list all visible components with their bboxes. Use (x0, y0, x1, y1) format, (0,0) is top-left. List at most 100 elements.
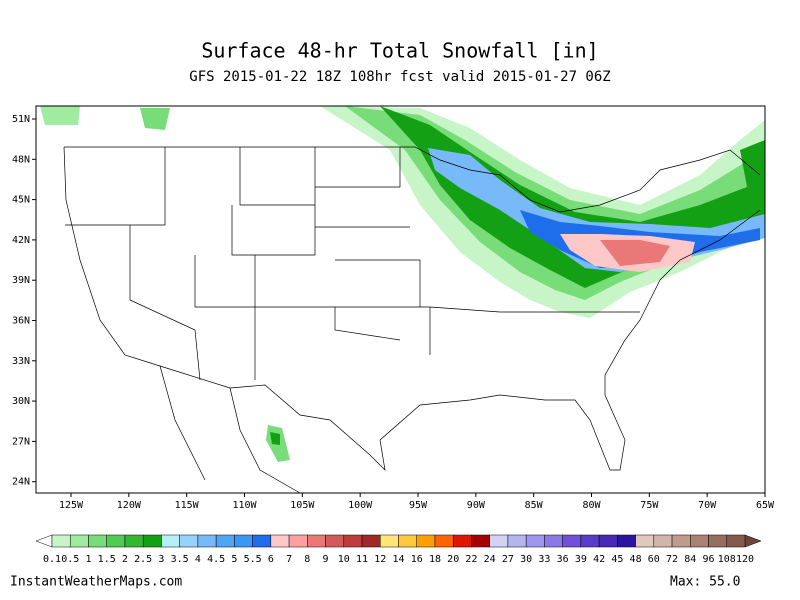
lat-label: 30N (12, 396, 30, 407)
colorbar-label: 20 (447, 554, 459, 565)
colorbar-box (507, 534, 527, 548)
colorbar-label: 9 (323, 554, 329, 565)
colorbar-label: 6 (268, 554, 274, 565)
colorbar-box (434, 534, 454, 548)
colorbar-label: 108 (718, 554, 736, 565)
colorbar-label: 4 (195, 554, 201, 565)
colorbar-label: 7 (286, 554, 292, 565)
colorbar-label: 30 (520, 554, 532, 565)
colorbar-box (416, 534, 436, 548)
colorbar-label: 1 (85, 554, 91, 565)
colorbar-box (161, 534, 180, 548)
colorbar-label: 24 (484, 554, 496, 565)
colorbar-box (51, 534, 71, 548)
colorbar-box (452, 534, 472, 548)
colorbar-box (215, 534, 235, 548)
map-frame (35, 105, 766, 494)
lon-label: 65W (756, 500, 775, 511)
colorbar-label: 2 (122, 554, 128, 565)
map-frame-bg (36, 106, 765, 493)
lon-label: 80W (582, 500, 601, 511)
colorbar-box (562, 534, 582, 548)
colorbar-label: 96 (703, 554, 715, 565)
colorbar-box (690, 534, 709, 548)
colorbar-box (726, 534, 746, 548)
colorbar-label: 45 (611, 554, 623, 565)
colorbar-box (398, 534, 417, 548)
colorbar-label: 0.1 (43, 554, 61, 565)
lat-label: 51N (12, 114, 30, 125)
subtitle: GFS 2015-01-22 18Z 108hr fcst valid 2015… (189, 69, 610, 85)
colorbar-label: 42 (593, 554, 605, 565)
colorbar-box (671, 534, 691, 548)
colorbar-box (179, 534, 199, 548)
borders (63, 146, 761, 494)
colorbar-box (252, 534, 272, 548)
snowfall-shading (40, 106, 765, 462)
lon-label: 125W (59, 500, 84, 511)
colorbar-box (288, 534, 308, 548)
colorbar-box (598, 534, 618, 548)
lon-label: 120W (117, 500, 142, 511)
colorbar-label: 4.5 (207, 554, 225, 565)
colorbar-label: 33 (538, 554, 550, 565)
lat-label: 36N (12, 316, 30, 327)
colorbar-box (124, 534, 144, 548)
colorbar-box (471, 534, 490, 548)
lon-label: 110W (232, 500, 257, 511)
colorbar-box (580, 534, 600, 548)
colorbar-label: 10 (338, 554, 350, 565)
colorbar-label: 18 (429, 554, 441, 565)
colorbar-label: 3.5 (171, 554, 189, 565)
colorbar-box (234, 534, 253, 548)
colorbar-box (708, 534, 728, 548)
colorbar-box (361, 534, 381, 548)
colorbar-over (744, 534, 762, 548)
colorbar: 0.1 0.5 1 1.5 2 2.5 3 3.5 4 4.5 5 5.5 6 7 8 9 10 11 12 14 16… (35, 534, 762, 565)
latitude-axis: 51N 48N 45N 42N 39N 36N 33N 30N 27N 24N (12, 114, 36, 488)
colorbar-box (544, 534, 563, 548)
colorbar-label: 12 (374, 554, 386, 565)
colorbar-box (270, 534, 290, 548)
colorbar-box (653, 534, 673, 548)
lon-label: 90W (467, 500, 486, 511)
colorbar-label: 120 (736, 554, 754, 565)
colorbar-label: 48 (630, 554, 642, 565)
colorbar-label: 0.5 (61, 554, 79, 565)
colorbar-box (617, 534, 636, 548)
colorbar-box (69, 534, 89, 548)
colorbar-label: 1.5 (98, 554, 116, 565)
colorbar-label: 5 (231, 554, 237, 565)
colorbar-label: 84 (684, 554, 696, 565)
lat-label: 27N (12, 436, 30, 447)
colorbar-under (35, 534, 53, 548)
lat-label: 42N (12, 235, 30, 246)
colorbar-label: 3 (158, 554, 164, 565)
source: InstantWeatherMaps.com (10, 575, 182, 590)
colorbar-box (635, 534, 655, 548)
colorbar-label: 60 (648, 554, 660, 565)
lat-label: 48N (12, 154, 30, 165)
colorbar-label: 16 (411, 554, 423, 565)
lon-label: 75W (640, 500, 659, 511)
colorbar-box (343, 534, 363, 548)
lon-label: 95W (409, 500, 428, 511)
lat-label: 45N (12, 195, 30, 206)
longitude-axis: 125W 120W 115W 110W 105W 100W 95W 90W 85W 80W 75W 7… (59, 493, 775, 511)
lat-label: 39N (12, 275, 30, 286)
colorbar-box (380, 534, 399, 548)
colorbar-label: 8 (304, 554, 310, 565)
lon-label: 115W (175, 500, 200, 511)
lon-label: 105W (290, 500, 315, 511)
title: Surface 48-hr Total Snowfall [in] (201, 39, 598, 63)
lon-label: 70W (698, 500, 717, 511)
colorbar-box (142, 534, 162, 548)
colorbar-box (197, 534, 217, 548)
colorbar-box (88, 534, 107, 548)
lat-label: 33N (12, 356, 30, 367)
colorbar-box (489, 534, 509, 548)
colorbar-box (525, 534, 545, 548)
colorbar-label: 27 (502, 554, 514, 565)
lat-label: 24N (12, 477, 30, 488)
